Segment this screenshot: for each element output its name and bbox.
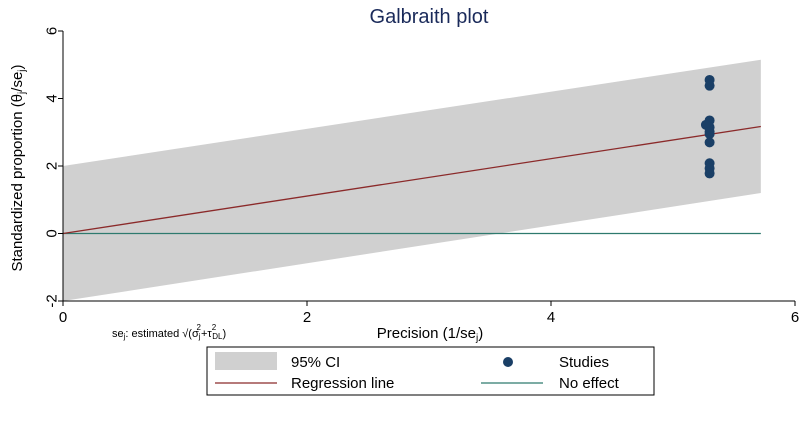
regression-line (62, 125, 761, 235)
x-tick-label: 0 (59, 309, 67, 326)
y-tick-label: 4 (43, 94, 60, 102)
x-axis-label: Precision (1/sej) (377, 325, 483, 344)
se-footnote: sej: estimated √(σj2+τ2 DL) (112, 323, 226, 341)
legend-box (206, 346, 655, 396)
y-axis-label: Standardized proportion (θj/sej) (9, 64, 28, 271)
legend: 95% CI Studies Regression line No effect (206, 346, 655, 396)
y-tick-label: 2 (43, 162, 60, 170)
legend-ci-swatch (215, 352, 277, 370)
chart-title: Galbraith plot (370, 6, 489, 28)
study-point (704, 137, 715, 148)
study-point (704, 80, 715, 91)
legend-regression-label: Regression line (291, 375, 394, 392)
x-tick-label: 4 (547, 309, 555, 326)
y-tick-label: 6 (43, 27, 60, 35)
x-tick-label: 6 (791, 309, 799, 326)
legend-studies-label: Studies (559, 354, 609, 371)
y-tick-label: 0 (43, 229, 60, 237)
legend-ci-label: 95% CI (291, 354, 340, 371)
study-point (704, 168, 715, 179)
legend-no-effect-label: No effect (559, 375, 620, 392)
study-point (704, 128, 715, 139)
x-tick-label: 2 (303, 309, 311, 326)
y-tick-label: -2 (43, 294, 60, 307)
legend-studies-marker (503, 357, 513, 367)
axes: -2 0 2 4 6 0 2 4 6 (43, 27, 799, 326)
plot-area (62, 59, 761, 301)
